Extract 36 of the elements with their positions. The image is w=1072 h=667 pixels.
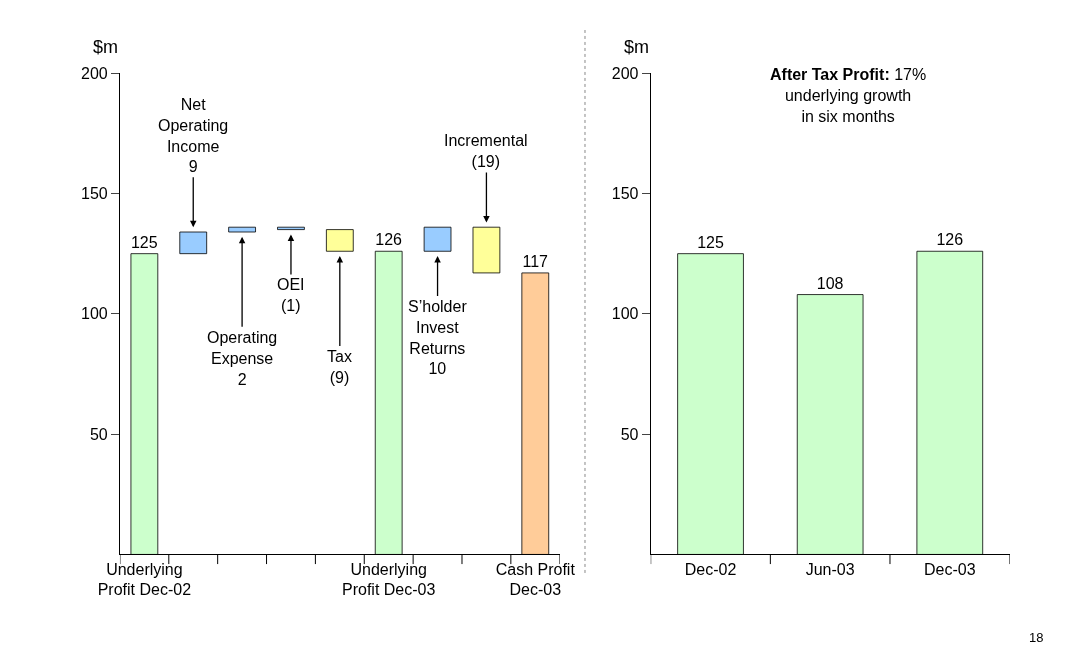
x-tick-label: Jun-03: [805, 560, 855, 578]
y-tick-label: 50: [89, 425, 108, 443]
x-tick-label: Underlying Profit Dec-02: [97, 560, 192, 599]
y-tick-label: 200: [81, 64, 108, 82]
data-label: 125: [697, 233, 724, 251]
data-label: 126: [375, 231, 403, 249]
x-tick-label: Cash Profit Dec-03: [495, 560, 576, 599]
data-label: 117: [522, 252, 549, 270]
y-tick-label: 50: [620, 425, 639, 443]
annotation: OEI (1): [277, 276, 305, 314]
y-tick-label: 150: [611, 185, 639, 203]
y-tick-label: 100: [81, 305, 108, 323]
bar: [325, 229, 354, 252]
bar: [228, 226, 256, 233]
x-tick-label: Underlying Profit Dec-03: [342, 560, 436, 599]
y-axis-title: $m: [93, 37, 119, 57]
y-axis-title: $m: [624, 37, 650, 57]
annotation: Tax (9): [327, 348, 352, 386]
x-tick-label: Dec-02: [684, 560, 737, 578]
x-tick-label: Dec-03: [924, 560, 976, 578]
chart-title: After Tax Profit:: [770, 66, 890, 83]
y-tick-label: 100: [611, 305, 639, 323]
text: 18: [1029, 630, 1044, 645]
bar: [472, 226, 501, 274]
y-tick-label: 150: [81, 185, 108, 203]
bar: [179, 231, 208, 255]
bar: [277, 226, 305, 230]
annotation: Incremental (19): [444, 132, 528, 170]
y-tick-label: 200: [611, 64, 639, 82]
data-label: 108: [816, 274, 844, 292]
annotation: Net Operating Income 9: [158, 96, 229, 176]
data-label: 126: [936, 231, 964, 249]
annotation: S’holder Invest Returns 10: [408, 298, 468, 378]
bar: [423, 226, 452, 252]
data-label: 125: [130, 233, 158, 251]
annotation: Operating Expense 2: [207, 329, 278, 388]
